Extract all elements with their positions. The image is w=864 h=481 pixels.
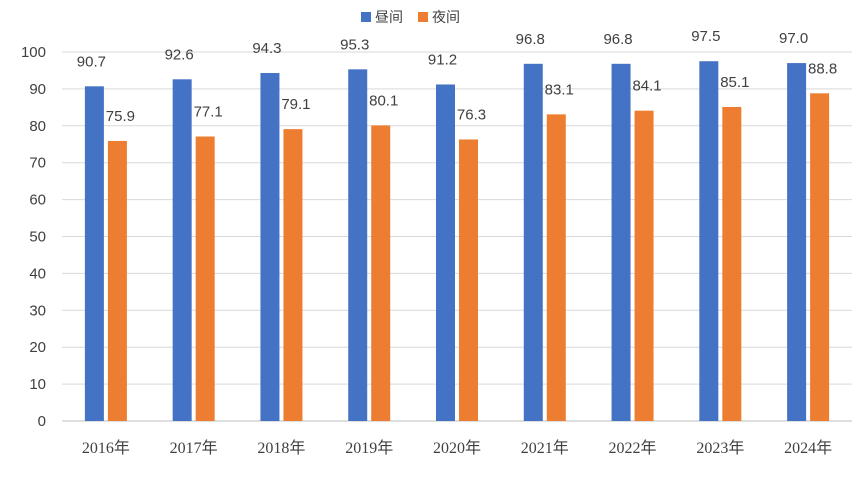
bar-day-0 (84, 86, 104, 421)
y-tick-label: 60 (29, 192, 46, 209)
x-tick-label: 2020年 (433, 439, 481, 457)
y-tick-label: 70 (29, 155, 46, 172)
x-tick-label: 2022年 (609, 439, 657, 457)
data-label: 79.1 (281, 96, 310, 113)
data-label: 95.3 (340, 36, 369, 53)
data-label: 96.8 (603, 31, 632, 48)
x-tick-label: 2016年 (82, 439, 130, 457)
y-tick-label: 100 (21, 44, 46, 61)
data-label: 92.6 (165, 46, 194, 63)
legend: 昼间 夜间 (361, 10, 460, 26)
legend-swatch (361, 12, 371, 22)
y-tick-label: 40 (29, 265, 46, 282)
bar-day-3 (348, 69, 368, 421)
bar-day-6 (611, 63, 631, 422)
x-tick-label: 2018年 (257, 439, 305, 457)
bar-night-0 (107, 140, 127, 421)
data-label: 83.1 (545, 81, 574, 98)
data-label: 94.3 (252, 40, 281, 57)
bar-day-7 (699, 61, 719, 421)
bar-day-4 (436, 84, 455, 422)
data-label: 80.1 (369, 92, 398, 109)
x-tick-label: 2017年 (170, 439, 218, 457)
legend-label: 夜间 (432, 10, 460, 26)
legend-label: 昼间 (375, 10, 403, 26)
bar-night-6 (634, 110, 654, 422)
bars (84, 61, 830, 422)
data-label: 84.1 (632, 78, 661, 95)
x-axis-ticks: 2016年 2017年 2018年 2019年 2020年 2021年 2022年 2023年… (82, 439, 832, 457)
y-axis-ticks: 0 10 20 30 40 50 60 70 80 90 100 (21, 44, 46, 430)
y-tick-label: 20 (29, 339, 46, 356)
bar-night-4 (459, 139, 478, 421)
bar-night-7 (722, 106, 742, 421)
data-label: 75.9 (106, 108, 135, 125)
y-tick-label: 50 (29, 229, 46, 246)
x-tick-label: 2024年 (784, 439, 832, 457)
bar-day-2 (260, 73, 280, 422)
bar-night-3 (371, 125, 391, 421)
data-label: 85.1 (720, 74, 749, 91)
bar-day-1 (172, 79, 192, 421)
data-label: 90.7 (77, 53, 106, 70)
data-labels: 90.7 75.9 92.6 77.1 94.3 79.1 95.3 80.1 91.2 76.3… (77, 28, 837, 125)
data-label: 76.3 (457, 106, 486, 123)
y-tick-label: 90 (29, 81, 46, 98)
bar-night-5 (546, 114, 566, 422)
legend-swatch (418, 12, 428, 22)
bar-night-1 (195, 136, 215, 421)
x-tick-label: 2021年 (521, 439, 569, 457)
gridlines (62, 51, 852, 422)
bar-day-8 (787, 63, 807, 421)
data-label: 97.5 (691, 28, 720, 45)
data-label: 88.8 (808, 60, 837, 77)
data-label: 96.8 (516, 31, 545, 48)
data-label: 91.2 (428, 51, 457, 68)
data-label: 97.0 (779, 30, 808, 47)
data-label: 77.1 (194, 104, 223, 121)
x-tick-label: 2019年 (345, 439, 393, 457)
y-tick-label: 10 (29, 376, 46, 393)
bar-day-5 (523, 63, 543, 422)
y-tick-label: 0 (38, 413, 46, 430)
y-tick-label: 30 (29, 302, 46, 319)
bar-night-2 (283, 129, 303, 421)
y-tick-label: 80 (29, 118, 46, 135)
x-tick-label: 2023年 (696, 439, 744, 457)
bar-night-8 (810, 93, 830, 421)
